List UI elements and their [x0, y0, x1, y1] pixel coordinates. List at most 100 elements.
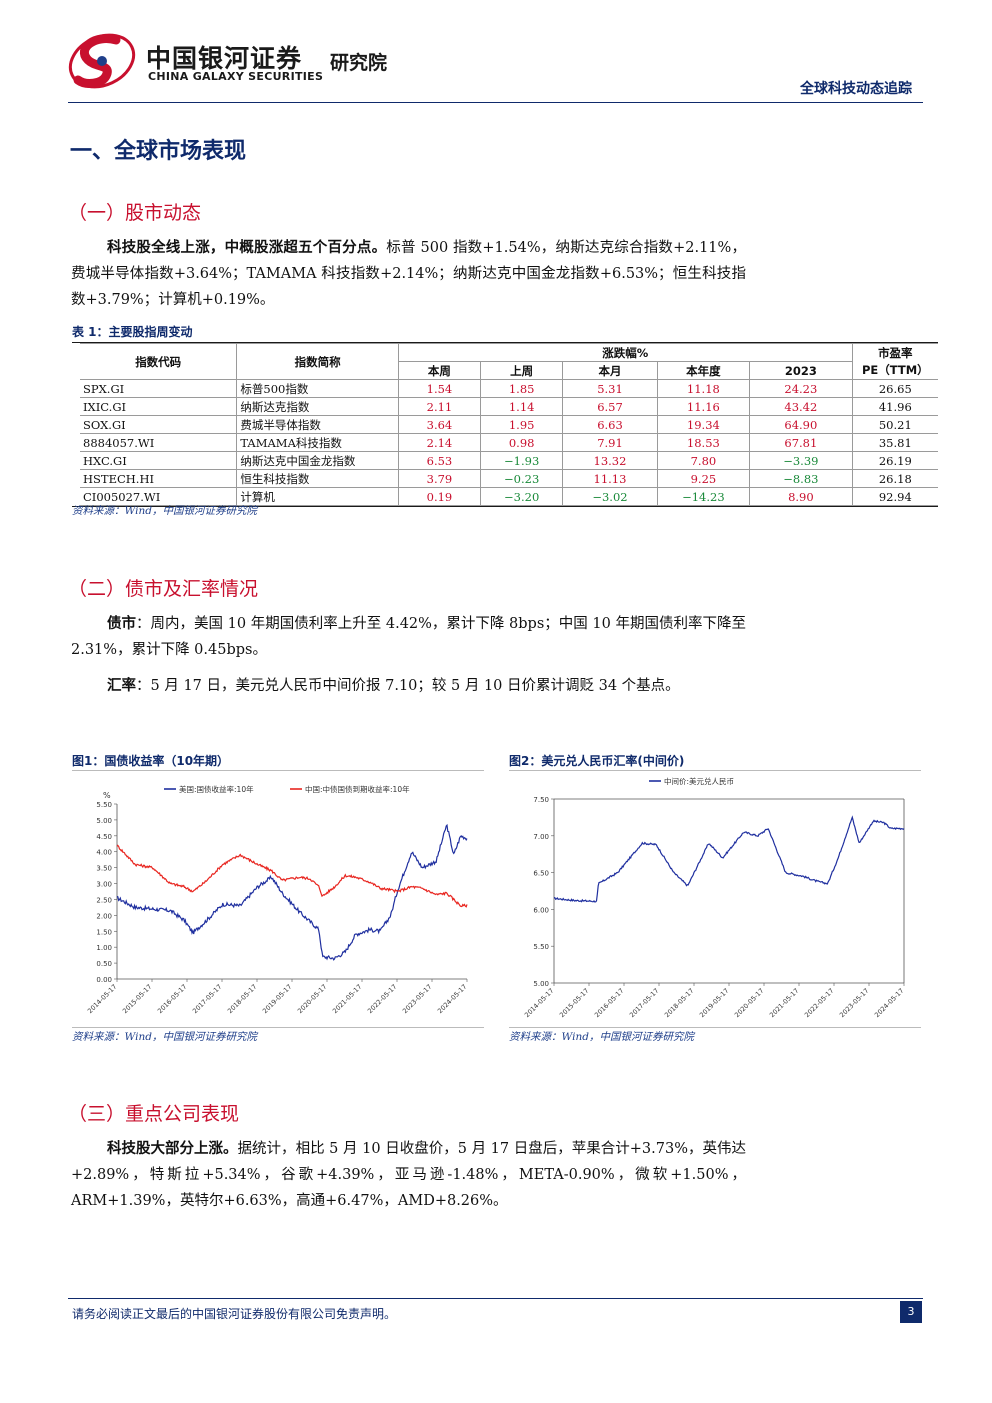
cell-code: SPX.GI: [80, 379, 238, 398]
header-change-group: 涨跌幅%: [397, 343, 853, 362]
x-tick-label: 2020-05-17: [296, 983, 328, 1015]
x-tick-label: 2015-05-17: [121, 983, 153, 1015]
y-tick-label: 5.50: [96, 801, 112, 809]
y-tick-label: 6.00: [533, 906, 549, 914]
logo-chinese-name: 中国银河证券: [146, 44, 303, 73]
header-last-week: 上周: [480, 361, 564, 380]
x-tick-label: 2020-05-17: [733, 987, 765, 1019]
cell-code: SOX.GI: [80, 415, 238, 434]
y-tick-label: 3.00: [96, 881, 112, 889]
cell-change-y23: 24.23: [749, 379, 853, 398]
cell-change-w: 3.64: [397, 415, 482, 434]
fig2-box: 5.00 5.50 6.00 6.50 7.00 7.50 2014-05-17 2015-0…: [509, 770, 921, 1028]
y-tick-label: 6.50: [533, 870, 549, 878]
cell-change-lw: −1.93: [480, 451, 564, 470]
footer-disclaimer: 请务必阅读正文最后的中国银河证券股份有限公司免责声明。: [72, 1307, 397, 1321]
x-tick-label: 2019-05-17: [261, 983, 293, 1015]
report-title: 全球科技动态追踪: [800, 81, 912, 97]
fig1-source: 资料来源：Wind，中国银河证券研究院: [72, 1031, 257, 1043]
x-tick-label: 2016-05-17: [593, 987, 625, 1019]
cell-change-y23: −8.83: [749, 469, 853, 488]
fx-lead: 汇率: [107, 678, 136, 694]
legend-label: 美国:国债收益率:10年: [179, 784, 254, 794]
fig1-box: 0.00 0.50 1.00 1.50 2.00 2.50 3.00 3.50 4.00 4.50…: [72, 770, 484, 1028]
y-tick-label: 4.00: [96, 849, 112, 857]
y-tick-label: 2.00: [96, 912, 112, 920]
fig2-source: 资料来源：Wind，中国银河证券研究院: [509, 1031, 694, 1043]
y-axis-label: %: [103, 791, 111, 800]
cell-change-m: 13.32: [562, 451, 658, 470]
x-tick-label: 2021-05-17: [768, 987, 800, 1019]
fx-text: ：5 月 17 日，美元兑人民币中间价报 7.10；较 5 月 10 日价累计调…: [136, 678, 680, 694]
x-tick-label: 2014-05-17: [86, 983, 118, 1015]
y-tick-label: 3.50: [96, 865, 112, 873]
cell-change-lw: −3.20: [480, 487, 564, 506]
y-tick-label: 7.50: [533, 796, 549, 804]
cell-change-w: 6.53: [397, 451, 482, 470]
y-tick-label: 7.00: [533, 833, 549, 841]
x-tick-label: 2024-05-17: [436, 983, 468, 1015]
cell-change-m: −3.02: [562, 487, 658, 506]
header-name: 指数简称: [236, 343, 399, 380]
cell-pe: 41.96: [851, 397, 938, 416]
fig1-caption: 图1：国债收益率（10年期）: [72, 754, 230, 768]
table-source: 资料来源：Wind，中国银河证券研究院: [72, 505, 257, 517]
bond-lead: 债市: [107, 616, 137, 632]
cell-change-m: 6.57: [562, 397, 658, 416]
cell-change-w: 3.79: [397, 469, 482, 488]
table-row: 8884057.WI TAMAMA科技指数 2.14 0.98 7.91 18.53 67.…: [80, 433, 938, 452]
cell-code: HSTECH.HI: [80, 469, 238, 488]
cell-change-m: 11.13: [562, 469, 658, 488]
cell-code: CI005027.WI: [80, 487, 238, 506]
x-tick-label: 2022-05-17: [366, 983, 398, 1015]
series-line: [116, 844, 468, 908]
table-row: IXIC.GI 纳斯达克指数 2.11 1.14 6.57 11.16 43.42 41.96: [80, 397, 938, 416]
company-paragraph: 科技股大部分上涨。据统计，相比 5 月 10 日收盘价，5 月 17 日盘后，苹…: [71, 1136, 746, 1214]
cell-change-ytd: 18.53: [656, 433, 751, 452]
y-tick-label: 5.00: [533, 980, 549, 988]
x-tick-label: 2023-05-17: [401, 983, 433, 1015]
fx-paragraph: 汇率：5 月 17 日，美元兑人民币中间价报 7.10；较 5 月 10 日价累…: [71, 673, 746, 699]
y-tick-label: 4.50: [96, 833, 112, 841]
institute-name: 研究院: [330, 52, 388, 74]
y-tick-label: 5.00: [96, 817, 112, 825]
header-ytd: 本年度: [656, 361, 751, 380]
subsection-title-stock: （一）股市动态: [68, 202, 202, 224]
section-title: 一、全球市场表现: [70, 139, 247, 164]
cell-name: 恒生科技指数: [236, 469, 399, 488]
logo-english-name: CHINA GALAXY SECURITIES: [148, 70, 324, 83]
x-tick-label: 2014-05-17: [523, 987, 555, 1019]
cell-change-ytd: 19.34: [656, 415, 751, 434]
header: 中国银河证券 CHINA GALAXY SECURITIES 研究院 全球科技动…: [0, 0, 992, 105]
y-tick-label: 5.50: [533, 943, 549, 951]
table-row: SOX.GI 费城半导体指数 3.64 1.95 6.63 19.34 64.90 50.21: [80, 415, 938, 434]
cell-name: 纳斯达克指数: [236, 397, 399, 416]
fig2-caption: 图2：美元兑人民币汇率(中间价): [509, 754, 685, 768]
index-table: 指数代码 指数简称 涨跌幅% 市盈率 本周 上周 本月 本年度 2023 PE（…: [80, 343, 938, 506]
header-pe-line1: 市盈率: [851, 343, 938, 362]
cell-code: HXC.GI: [80, 451, 238, 470]
footer-rule: [68, 1298, 923, 1299]
cell-name: 计算机: [236, 487, 399, 506]
cell-change-w: 1.54: [397, 379, 482, 398]
cell-change-ytd: −14.23: [656, 487, 751, 506]
cell-name: TAMAMA科技指数: [236, 433, 399, 452]
usdcny-chart: 5.00 5.50 6.00 6.50 7.00 7.50 2014-05-17 2015-0…: [523, 776, 905, 1019]
x-tick-label: 2016-05-17: [156, 983, 188, 1015]
table-row: HSTECH.HI 恒生科技指数 3.79 −0.23 11.13 9.25 −8.83 26…: [80, 469, 938, 488]
cell-code: IXIC.GI: [80, 397, 238, 416]
x-tick-label: 2019-05-17: [698, 987, 730, 1019]
x-tick-label: 2022-05-17: [803, 987, 835, 1019]
x-tick-label: 2021-05-17: [331, 983, 363, 1015]
company-text: 据统计，相比 5 月 10 日收盘价，5 月 17 日盘后，苹果合计+3.73%…: [71, 1141, 747, 1209]
cell-change-ytd: 11.16: [656, 397, 751, 416]
subsection-title-bond: （二）债市及汇率情况: [68, 578, 259, 600]
cell-change-w: 0.19: [397, 487, 482, 506]
cell-change-lw: 1.85: [480, 379, 564, 398]
cell-change-lw: 1.14: [480, 397, 564, 416]
table-header-row: 指数代码 指数简称 涨跌幅% 市盈率: [80, 343, 938, 380]
cell-change-ytd: 11.18: [656, 379, 751, 398]
cell-change-ytd: 9.25: [656, 469, 751, 488]
cell-change-m: 5.31: [562, 379, 658, 398]
bond-paragraph: 债市：周内，美国 10 年期国债利率上升至 4.42%，累计下降 8bps；中国…: [71, 611, 746, 663]
